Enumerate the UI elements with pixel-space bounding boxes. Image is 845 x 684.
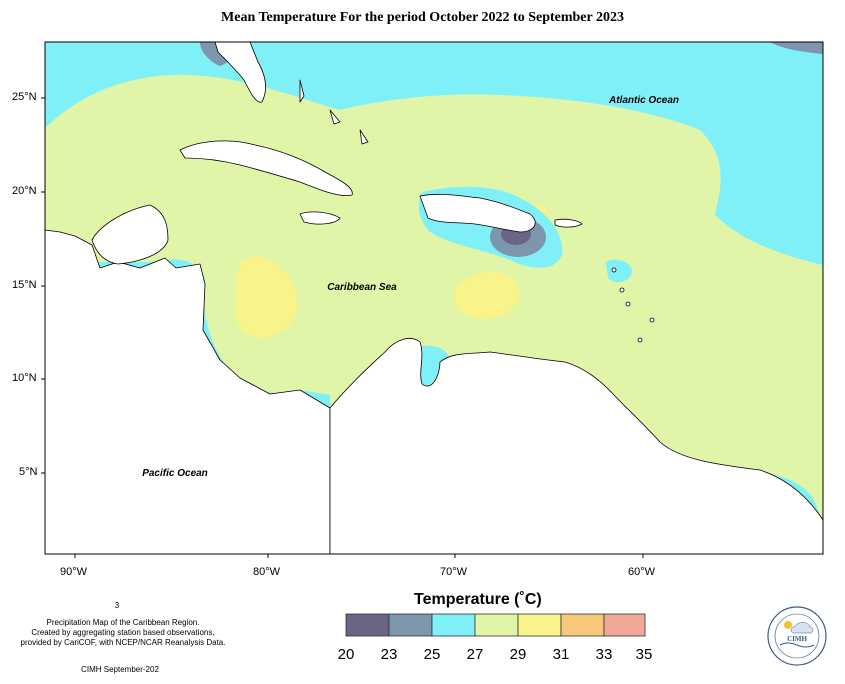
lon-label-60w: 60°W [628, 566, 656, 578]
credit-text: CIMH September-202 [81, 665, 159, 674]
land-jamaica [299, 211, 341, 225]
cool-area-ne [770, 42, 823, 54]
land-florida [214, 42, 266, 103]
legend-tick-20: 20 [337, 646, 355, 663]
warm-patch-west [234, 256, 298, 338]
land-cuba [179, 140, 353, 197]
lat-label-15n: 15°N [12, 279, 37, 291]
legend-tick-23: 23 [380, 646, 398, 663]
cool-area-puerto-rico [606, 259, 632, 283]
map-description-line-3: provided by CariCOF, with NCEP/NCAR Rean… [20, 638, 226, 647]
stray-number: 3 [114, 601, 120, 610]
cool-area-venezuela [415, 345, 450, 392]
pacific-ocean-label: Pacific Ocean [142, 468, 208, 479]
map-description: Precipitation Map of the Caribbean Regio… [8, 618, 238, 648]
lat-label-10n: 10°N [12, 372, 37, 384]
land-central-america [45, 229, 331, 554]
legend-tick-25: 25 [423, 646, 441, 663]
land-hispaniola [419, 193, 536, 233]
legend-title: Temperature (˚C) [414, 591, 542, 608]
warm-patch-east [454, 271, 520, 319]
map-title: Mean Temperature For the period October … [221, 10, 624, 25]
land-yucatan [91, 204, 169, 265]
wave-icon [779, 642, 815, 648]
legend-tick-35: 35 [635, 646, 653, 663]
sun-icon [784, 621, 792, 629]
cloud-icon [790, 622, 814, 634]
map-description-line-1: Precipitation Map of the Caribbean Regio… [46, 618, 200, 627]
legend-tick-33: 33 [595, 646, 613, 663]
land-puerto-rico [554, 218, 583, 228]
legend-tick-31: 31 [552, 646, 570, 663]
atlantic-ocean-label: Atlantic Ocean [608, 95, 679, 106]
lat-label-25n: 25°N [12, 91, 37, 103]
logo-text: CIMH [787, 635, 807, 643]
cimh-logo: CIMH [767, 606, 827, 666]
legend-tick-29: 29 [509, 646, 527, 663]
caribbean-sea-label: Caribbean Sea [327, 282, 397, 293]
lon-label-80w: 80°W [253, 566, 281, 578]
lon-label-70w: 70°W [440, 566, 468, 578]
legend-tick-27: 27 [466, 646, 484, 663]
land-south-america [329, 338, 823, 554]
legend-colorbar [345, 613, 646, 637]
lat-label-5n: 5°N [19, 466, 38, 478]
lat-label-20n: 20°N [12, 185, 37, 197]
lon-label-90w: 90°W [60, 566, 88, 578]
map-description-line-2: Created by aggregating station based obs… [31, 628, 215, 637]
